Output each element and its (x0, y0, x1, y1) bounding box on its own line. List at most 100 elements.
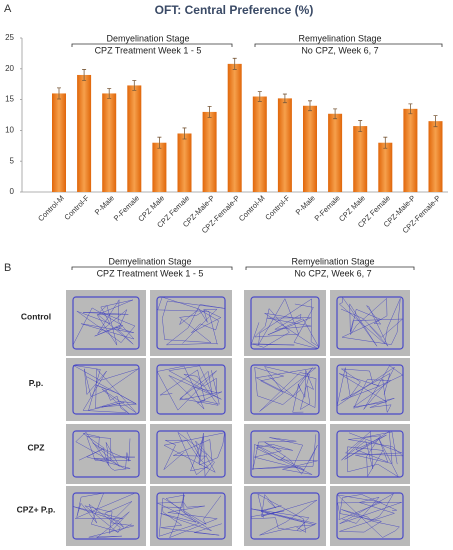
error-bar (107, 88, 112, 99)
track (336, 365, 404, 414)
arena-border (336, 430, 404, 478)
group-title: Demyelination Stage (108, 256, 191, 266)
error-bar (182, 127, 187, 140)
panel-label: B (4, 262, 11, 274)
bar (177, 133, 192, 192)
track-image (330, 486, 410, 546)
bar (152, 142, 167, 192)
group-subtitle: No CPZ, Week 6, 7 (301, 45, 378, 55)
group-subtitle: CPZ Treatment Week 1 - 5 (95, 45, 202, 55)
track (341, 430, 404, 478)
error-bar (433, 115, 438, 128)
arena-border (336, 364, 404, 415)
x-tick-label: P-Male (93, 193, 116, 216)
bar (428, 121, 443, 192)
x-tick-label: Control-M (36, 193, 66, 223)
arena-border (250, 430, 320, 478)
error-bar (232, 57, 237, 70)
track (157, 493, 222, 539)
error-bar (132, 80, 137, 91)
track (251, 434, 318, 475)
error-bar (157, 136, 162, 149)
arena-border (72, 296, 140, 350)
bracket (71, 43, 233, 47)
row-label: CPZ+ P.p. (17, 504, 56, 514)
track (72, 298, 136, 346)
bar (102, 93, 117, 192)
bracket (245, 266, 415, 270)
bar (303, 105, 317, 192)
group-title: Remyelination Stage (298, 33, 381, 43)
bar (277, 98, 292, 192)
track-image (150, 424, 232, 484)
error-bar (383, 136, 388, 149)
bar (403, 108, 418, 192)
x-tick-label: Control-F (62, 193, 91, 222)
bar (227, 63, 242, 192)
row-label: CPZ (28, 442, 45, 452)
arena-border (72, 364, 140, 415)
arena-border (156, 492, 226, 540)
y-tick-label: 0 (10, 187, 15, 196)
track-image (150, 290, 232, 356)
track (250, 493, 318, 536)
arena-border (72, 492, 140, 540)
bar (202, 111, 217, 192)
error-bar (408, 103, 413, 115)
track (73, 492, 135, 539)
y-tick-label: 5 (10, 156, 15, 165)
bar (252, 96, 267, 192)
x-tick-label: Control-F (263, 193, 292, 222)
arena-border (250, 492, 320, 540)
track-image (66, 424, 146, 484)
error-bar (358, 120, 363, 133)
error-bar (308, 100, 312, 112)
y-tick-label: 20 (5, 64, 14, 73)
panel-label: A (4, 3, 12, 15)
track (73, 365, 139, 414)
bracket (71, 266, 233, 270)
track (254, 366, 317, 413)
row-label: P.p. (29, 378, 44, 388)
track (75, 431, 135, 471)
y-tick-label: 15 (5, 95, 14, 104)
group-subtitle: No CPZ, Week 6, 7 (294, 268, 371, 278)
bar (378, 142, 393, 192)
arena-border (250, 364, 320, 415)
arena-border (250, 296, 320, 350)
y-tick-label: 25 (5, 33, 14, 42)
bar (328, 113, 343, 192)
track-image (330, 290, 410, 356)
arena-border (336, 296, 404, 350)
track (336, 493, 402, 538)
group-subtitle: CPZ Treatment Week 1 - 5 (97, 268, 204, 278)
track-image (150, 486, 232, 546)
row-label: Control (21, 311, 51, 321)
arena-border (156, 296, 226, 350)
arena-border (156, 430, 226, 478)
arena-border (336, 492, 404, 540)
track-image (244, 486, 326, 546)
x-tick-label: P-Male (294, 193, 317, 216)
error-bar (57, 87, 61, 100)
bracket (254, 43, 443, 47)
chart-title: OFT: Central Preference (%) (155, 3, 314, 17)
track (156, 365, 223, 411)
error-bar (333, 108, 338, 120)
error-bar (82, 69, 87, 81)
group-title: Demyelination Stage (106, 33, 189, 43)
bar (127, 85, 142, 192)
error-bar (257, 91, 262, 102)
track (250, 298, 319, 349)
error-bar (282, 93, 287, 104)
x-tick-label: Control-M (237, 193, 267, 223)
track (338, 296, 404, 347)
y-tick-label: 10 (5, 126, 14, 135)
error-bar (207, 105, 212, 118)
arena-border (156, 364, 226, 415)
track (157, 296, 225, 346)
bar (353, 126, 368, 192)
track-image (66, 486, 146, 546)
track (163, 431, 225, 477)
